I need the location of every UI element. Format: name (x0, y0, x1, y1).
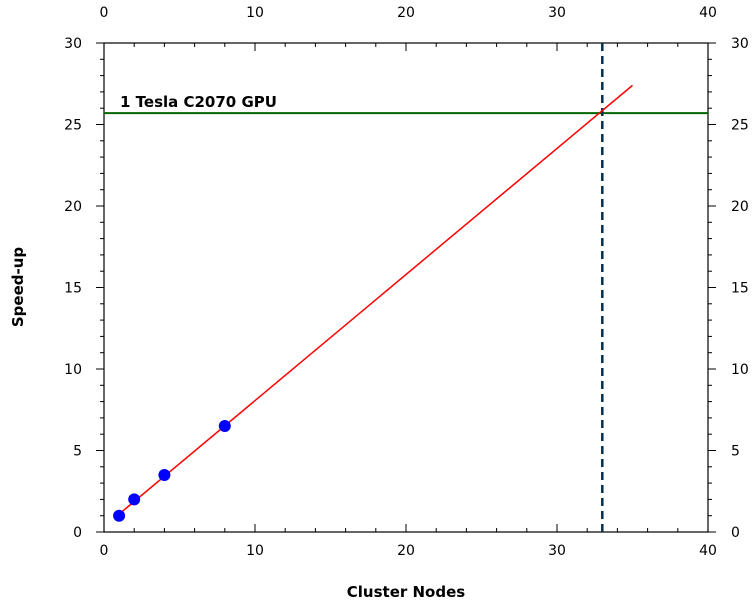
y-tick-label-right: 30 (731, 36, 749, 52)
data-series (113, 84, 633, 522)
y-tick-label: 0 (73, 525, 82, 541)
data-point (158, 468, 171, 481)
x-tick-label-top: 40 (699, 5, 717, 21)
y-tick-label: 30 (64, 36, 82, 52)
ref-line-label: 1 Tesla C2070 GPU (120, 93, 277, 111)
y-tick-label-right: 20 (731, 199, 749, 215)
fit-line (118, 84, 633, 515)
y-tick-label: 25 (64, 118, 82, 134)
y-tick-label: 20 (64, 199, 82, 215)
y-tick-label: 5 (73, 444, 82, 460)
x-tick-label-top: 0 (100, 5, 109, 21)
x-tick-label-top: 20 (397, 5, 415, 21)
x-tick-label: 0 (100, 543, 109, 559)
x-tick-label: 10 (246, 543, 264, 559)
x-tick-label: 30 (548, 543, 566, 559)
y-tick-label-right: 15 (731, 281, 749, 297)
y-tick-label-right: 0 (731, 525, 740, 541)
x-tick-label-top: 10 (246, 5, 264, 21)
data-point (128, 493, 141, 506)
data-point (113, 509, 126, 522)
data-point (218, 420, 231, 433)
y-tick-label: 10 (64, 362, 82, 378)
y-axis-title: Speed-up (9, 247, 27, 328)
axis-tick-labels: 0 0 10 10 20 20 30 30 40 40 0 0 5 5 10 10 15 15 20 20 25 25 30… (64, 5, 749, 559)
x-tick-label-top: 30 (548, 5, 566, 21)
axis-ticks (96, 42, 716, 533)
y-tick-label-right: 10 (731, 362, 749, 378)
y-tick-label-right: 5 (731, 444, 740, 460)
reference-lines (104, 43, 708, 532)
y-tick-label-right: 25 (731, 118, 749, 134)
x-tick-label: 20 (397, 543, 415, 559)
x-tick-label: 40 (699, 543, 717, 559)
plot-frame (103, 42, 709, 533)
x-axis-title: Cluster Nodes (347, 583, 465, 601)
y-tick-label: 15 (64, 281, 82, 297)
